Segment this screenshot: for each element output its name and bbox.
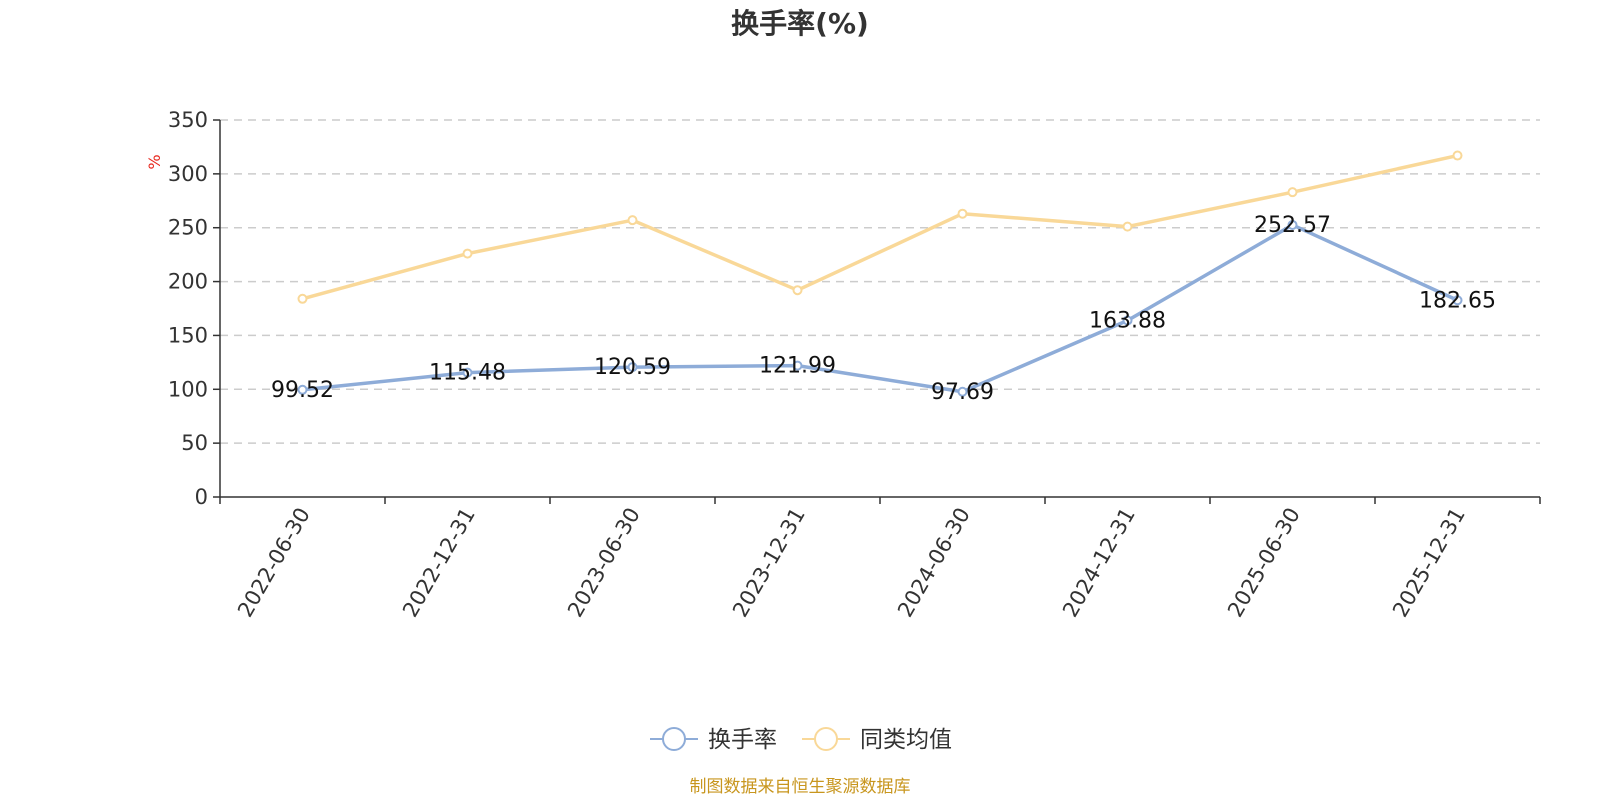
data-point[interactable] (297, 384, 308, 395)
data-point[interactable] (957, 386, 968, 397)
y-axis-unit-label: % (145, 154, 164, 169)
data-point[interactable] (627, 362, 638, 373)
legend-label: 换手率 (708, 727, 777, 753)
data-point[interactable] (462, 248, 473, 259)
source-note: 制图数据来自恒生聚源数据库 (690, 777, 911, 797)
data-point[interactable] (1452, 150, 1463, 161)
y-tick-label: 300 (168, 162, 208, 186)
data-labels: 99.52 115.48 120.59 121.99 97.69 163.88 252.57… (271, 213, 1496, 405)
legend-marker (814, 727, 838, 751)
legend-item-1[interactable]: 同类均值 (802, 727, 952, 753)
chart-title: 换手率(%) (731, 7, 869, 40)
series-line-0 (302, 223, 1459, 394)
y-tick-label: 350 (168, 108, 208, 132)
y-tick-label: 100 (168, 377, 208, 401)
data-point[interactable] (957, 208, 968, 219)
data-point[interactable] (462, 367, 473, 378)
x-tick-label: 2023-12-31 (728, 504, 810, 622)
data-label: 115.48 (429, 361, 506, 386)
y-tick-label: 0 (195, 485, 208, 509)
data-label: 99.52 (271, 378, 334, 403)
data-label: 252.57 (1254, 213, 1331, 238)
data-point[interactable] (627, 215, 638, 226)
x-tick-label: 2024-12-31 (1058, 504, 1140, 622)
grid-lines (220, 119, 1540, 444)
data-point[interactable] (792, 285, 803, 296)
data-point[interactable] (1287, 187, 1298, 198)
y-tick-label: 150 (168, 323, 208, 347)
data-point[interactable] (1452, 295, 1463, 306)
data-point[interactable] (297, 293, 308, 304)
data-point[interactable] (792, 360, 803, 371)
legend[interactable]: 换手率 同类均值 (650, 727, 952, 753)
data-label: 120.59 (594, 355, 671, 380)
x-tick-label: 2022-12-31 (398, 504, 480, 622)
x-tick-label: 2025-06-30 (1223, 504, 1305, 622)
legend-label: 同类均值 (860, 727, 952, 753)
data-label: 182.65 (1419, 288, 1496, 313)
legend-marker (662, 727, 686, 751)
data-point[interactable] (1122, 315, 1133, 326)
series-lines (297, 150, 1463, 397)
x-tick-label: 2022-06-30 (233, 504, 315, 622)
legend-item-0[interactable]: 换手率 (650, 727, 777, 753)
y-tick-label: 200 (168, 270, 208, 294)
x-tick-label: 2023-06-30 (563, 504, 645, 622)
y-tick-label: 50 (181, 431, 208, 455)
data-label: 163.88 (1089, 308, 1166, 333)
data-point[interactable] (1122, 221, 1133, 232)
x-tick-label: 2025-12-31 (1388, 504, 1470, 622)
x-tick-label: 2024-06-30 (893, 504, 975, 622)
data-label: 97.69 (931, 380, 994, 405)
data-label: 121.99 (759, 354, 836, 379)
data-point[interactable] (1287, 219, 1298, 230)
series-line-1 (302, 153, 1458, 301)
y-tick-label: 250 (168, 216, 208, 240)
axes: 0 50 100 150 200 250 300 350 2022-06-30 2022-12-3… (168, 108, 1541, 622)
